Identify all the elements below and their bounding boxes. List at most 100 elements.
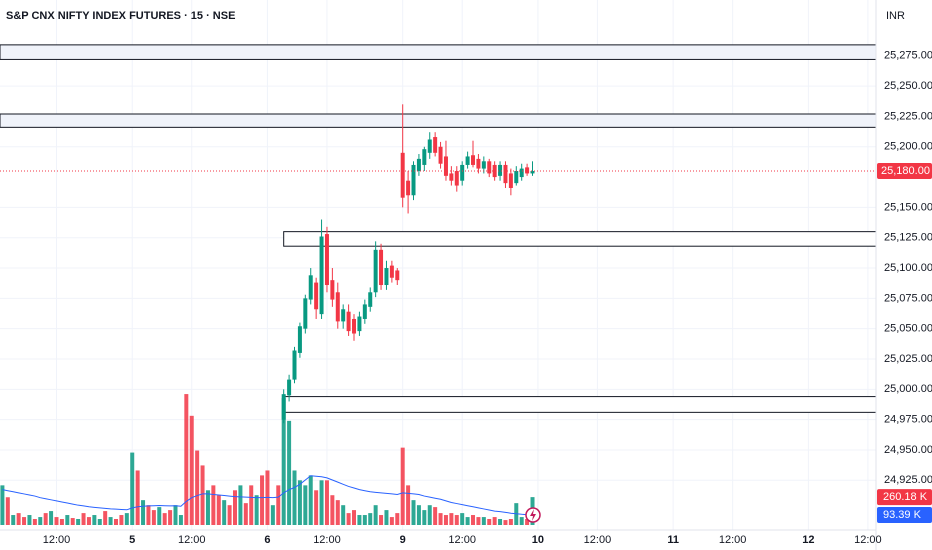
- volume-bar: [281, 398, 286, 525]
- candle-body: [389, 265, 394, 278]
- y-tick-label: 25,000.00: [884, 383, 932, 395]
- volume-bar: [406, 485, 411, 525]
- volume-bar: [0, 485, 5, 525]
- candle-body: [281, 394, 286, 420]
- candle-body: [530, 171, 535, 174]
- y-tick-label: 25,125.00: [884, 232, 932, 244]
- volume-bar: [162, 513, 167, 525]
- volume-bar: [141, 500, 146, 525]
- x-tick-label: 12:00: [448, 534, 476, 546]
- volume-bar: [503, 520, 508, 525]
- candle-body: [406, 180, 411, 196]
- y-tick-label: 25,275.00: [884, 50, 932, 62]
- volume-bar: [389, 517, 394, 525]
- volume-bar: [222, 500, 227, 525]
- volume-bar: [32, 519, 37, 525]
- volume-bar: [352, 510, 357, 525]
- volume-bar: [92, 515, 97, 525]
- volume-bar: [422, 510, 427, 525]
- volume-bar: [27, 515, 32, 525]
- x-tick-label: 12:00: [584, 534, 612, 546]
- volume-bar: [379, 515, 384, 525]
- volume-bar: [81, 513, 86, 525]
- alert-icon[interactable]: [525, 507, 541, 523]
- volume-bar: [43, 513, 48, 525]
- volume-bar: [173, 505, 178, 525]
- volume-bar: [400, 447, 405, 525]
- volume-bar: [471, 515, 476, 525]
- y-tick-label: 25,100.00: [884, 262, 932, 274]
- volume-bar: [324, 480, 329, 525]
- volume-tag: [877, 489, 932, 506]
- volume-bar: [65, 515, 70, 525]
- volume-bar: [270, 505, 275, 525]
- volume-bar: [130, 452, 135, 525]
- volume-bar: [97, 519, 102, 525]
- candle-body: [476, 158, 481, 169]
- y-tick-label: 24,975.00: [884, 414, 932, 426]
- candle-body: [346, 311, 351, 332]
- candle-body: [362, 304, 367, 319]
- volume-bar: [368, 513, 373, 525]
- volume-bar: [54, 517, 59, 525]
- volume-bar: [362, 515, 367, 525]
- volume-bar: [114, 519, 119, 525]
- candle-body: [498, 164, 503, 176]
- volume-label: 260.18 K: [883, 491, 928, 503]
- volume-bar: [86, 517, 91, 525]
- candle-body: [292, 350, 297, 380]
- last-price-tag: [877, 163, 932, 180]
- candle-body: [357, 316, 362, 332]
- volume-bar: [319, 480, 324, 525]
- candle-body: [514, 171, 519, 184]
- volume-bar: [525, 519, 530, 525]
- volume-bar: [433, 507, 438, 525]
- candle-body: [519, 168, 524, 178]
- candle-body: [422, 149, 427, 165]
- y-tick-label: 24,925.00: [884, 474, 932, 486]
- candle-body: [297, 326, 302, 353]
- candle-body: [319, 236, 324, 315]
- volume-bar: [16, 513, 21, 525]
- volume-bar: [168, 510, 173, 525]
- zone: [0, 113, 876, 128]
- volume-bar: [254, 495, 259, 525]
- y-tick-label: 25,025.00: [884, 353, 932, 365]
- volume-bar: [373, 505, 378, 525]
- zone: [283, 231, 876, 247]
- volume-bar: [443, 515, 448, 525]
- volume-bar: [124, 513, 129, 525]
- last-price-label: 25,180.00: [881, 165, 930, 177]
- x-tick-label: 10: [532, 534, 544, 546]
- volume-bar: [411, 500, 416, 525]
- candle-body: [314, 282, 319, 310]
- volume-bar: [260, 475, 265, 525]
- currency: INR: [886, 10, 905, 22]
- volume-bar: [184, 394, 189, 525]
- volume-bar: [119, 515, 124, 525]
- volume-bar: [465, 517, 470, 525]
- x-tick-label: 9: [400, 534, 406, 546]
- volume-bar: [189, 415, 194, 525]
- x-tick-label: 12:00: [178, 534, 206, 546]
- volume-bar: [303, 485, 308, 525]
- candle-body: [395, 270, 400, 281]
- volume-bar: [76, 519, 81, 525]
- volume-bar: [249, 485, 254, 525]
- volume-bar: [384, 510, 389, 525]
- candle-body: [508, 173, 513, 188]
- candle-body: [411, 164, 416, 196]
- candle-body: [379, 249, 384, 286]
- candle-body: [525, 167, 530, 174]
- volume-bar: [178, 515, 183, 525]
- candle-body: [465, 156, 470, 165]
- candle-body: [454, 171, 459, 186]
- volume-bar: [59, 519, 64, 525]
- volume-bar: [227, 505, 232, 525]
- volume-bar: [330, 495, 335, 525]
- candle-body: [287, 379, 292, 396]
- candle-body: [308, 275, 313, 300]
- volume-bar: [346, 513, 351, 525]
- candle-body: [438, 146, 443, 164]
